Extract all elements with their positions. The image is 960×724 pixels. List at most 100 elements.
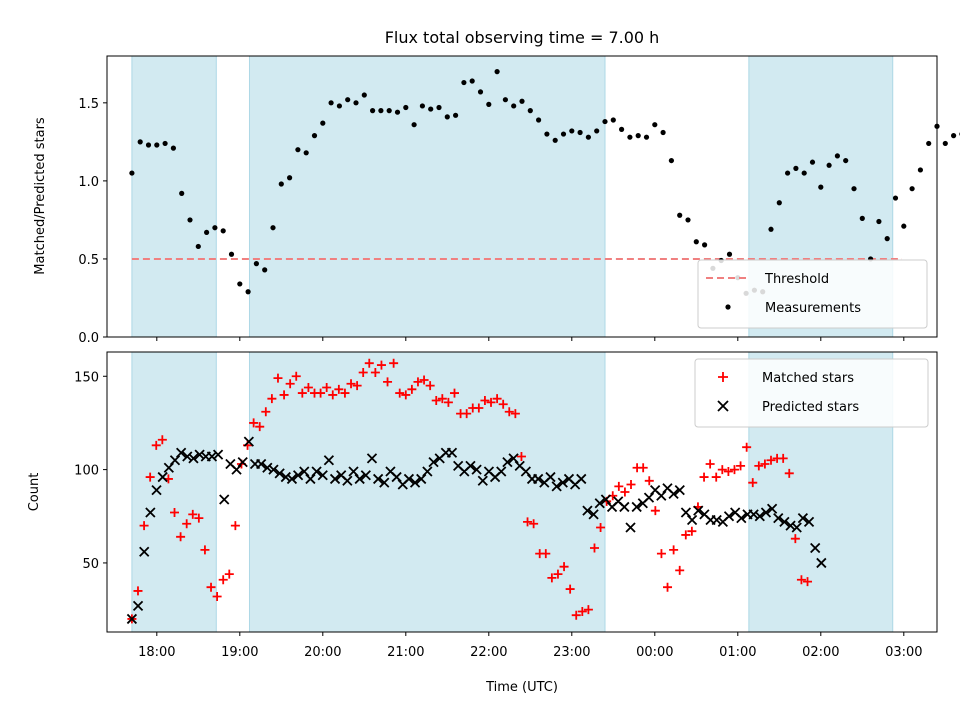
matched-star-marker — [370, 368, 380, 378]
measurement-point — [502, 97, 508, 103]
matched-star-marker — [596, 522, 606, 532]
predicted-star-marker — [748, 509, 759, 520]
predicted-star-marker — [176, 447, 187, 458]
measurement-point — [262, 267, 268, 273]
predicted-star-marker — [126, 613, 138, 625]
measurement-point — [809, 159, 816, 165]
predicted-star-marker — [711, 514, 722, 526]
measurement-point — [677, 212, 683, 218]
matched-star-marker — [553, 569, 563, 579]
matched-star-marker — [504, 407, 514, 417]
measurement-point — [361, 92, 367, 98]
matched-star-marker — [261, 407, 271, 417]
measurement-point — [145, 142, 152, 148]
legend-label: Matched stars — [762, 371, 854, 386]
measurement-point — [577, 129, 583, 136]
predicted-star-marker — [557, 477, 568, 488]
measurement-point — [884, 236, 890, 242]
measurement-point — [486, 101, 492, 107]
predicted-star-marker — [372, 473, 384, 485]
measurement-point — [635, 133, 641, 139]
measurement-point — [370, 108, 376, 114]
matched-star-marker — [516, 452, 526, 462]
measurement-point — [336, 103, 342, 109]
matched-star-marker — [212, 592, 222, 602]
y-tick-label: 150 — [74, 370, 99, 385]
matched-star-marker — [510, 409, 520, 419]
x-tick-label: 03:00 — [885, 645, 922, 660]
matched-star-marker — [541, 549, 551, 559]
measurement-point — [311, 133, 318, 139]
matched-star-marker — [401, 390, 411, 400]
matched-star-marker — [498, 399, 508, 409]
predicted-star-marker — [791, 522, 802, 533]
matched-star-marker — [431, 396, 441, 406]
measurement-point — [403, 104, 409, 111]
predicted-star-marker — [416, 473, 427, 485]
measurement-point — [818, 184, 824, 190]
y-tick-label: 0.0 — [78, 331, 99, 346]
measurement-point — [179, 190, 185, 196]
matched-star-marker — [316, 388, 326, 398]
predicted-star-marker — [348, 466, 359, 477]
predicted-star-marker — [760, 507, 772, 518]
shaded-interval — [131, 55, 217, 338]
predicted-star-marker — [520, 466, 532, 477]
matched-star-marker — [736, 461, 746, 471]
predicted-star-marker — [643, 492, 655, 503]
measurement-point — [776, 200, 782, 206]
predicted-star-marker — [268, 464, 279, 475]
measurement-point — [212, 225, 218, 231]
x-tick-label: 23:00 — [553, 645, 590, 660]
matched-star-marker — [492, 394, 502, 404]
matched-star-marker — [273, 373, 283, 383]
matched-star-marker — [589, 543, 599, 553]
x-tick-label: 18:00 — [138, 645, 175, 660]
measurement-point — [793, 165, 799, 171]
measurement-point — [569, 128, 575, 134]
measurement-point — [610, 117, 616, 123]
predicted-star-marker — [803, 516, 815, 528]
shaded-interval — [248, 351, 606, 633]
predicted-star-marker — [292, 470, 304, 481]
predicted-star-marker — [594, 498, 605, 509]
predicted-star-marker — [477, 475, 488, 486]
measurement-point — [303, 150, 309, 156]
matched-star-marker — [669, 545, 679, 555]
predicted-star-marker — [311, 466, 322, 477]
measurement-point — [951, 133, 957, 139]
measurement-point — [137, 139, 143, 145]
measurement-point — [328, 100, 334, 106]
predicted-star-marker — [810, 542, 821, 554]
matched-star-marker — [486, 397, 496, 407]
matched-star-marker — [626, 480, 636, 490]
measurement-point — [345, 97, 351, 103]
predicted-star-marker — [286, 473, 298, 485]
predicted-star-marker — [212, 449, 224, 460]
measurement-point — [428, 106, 434, 112]
matched-star-marker — [559, 562, 569, 572]
predicted-star-marker — [366, 453, 378, 464]
matched-star-marker — [778, 453, 788, 463]
matched-star-marker — [145, 472, 155, 482]
matched-star-marker — [650, 506, 660, 516]
measurement-point — [154, 142, 160, 148]
predicted-star-marker — [619, 501, 630, 513]
measurement-point — [594, 128, 600, 134]
matched-star-marker — [583, 605, 593, 615]
plot-frame — [106, 351, 938, 633]
matched-star-marker — [656, 549, 666, 559]
measurement-point — [287, 175, 293, 181]
legend-label: Threshold — [764, 272, 829, 287]
matched-star-marker — [796, 575, 806, 585]
measurement-point — [901, 223, 907, 229]
measurement-point — [411, 122, 417, 128]
predicted-star-marker — [219, 494, 230, 505]
measurement-point — [909, 186, 915, 192]
measurement-point — [295, 147, 301, 153]
matched-star-marker — [760, 459, 770, 469]
matched-star-marker — [462, 409, 472, 419]
x-tick-label: 00:00 — [636, 645, 673, 660]
predicted-star-marker — [773, 512, 784, 524]
matched-star-marker — [352, 381, 362, 391]
